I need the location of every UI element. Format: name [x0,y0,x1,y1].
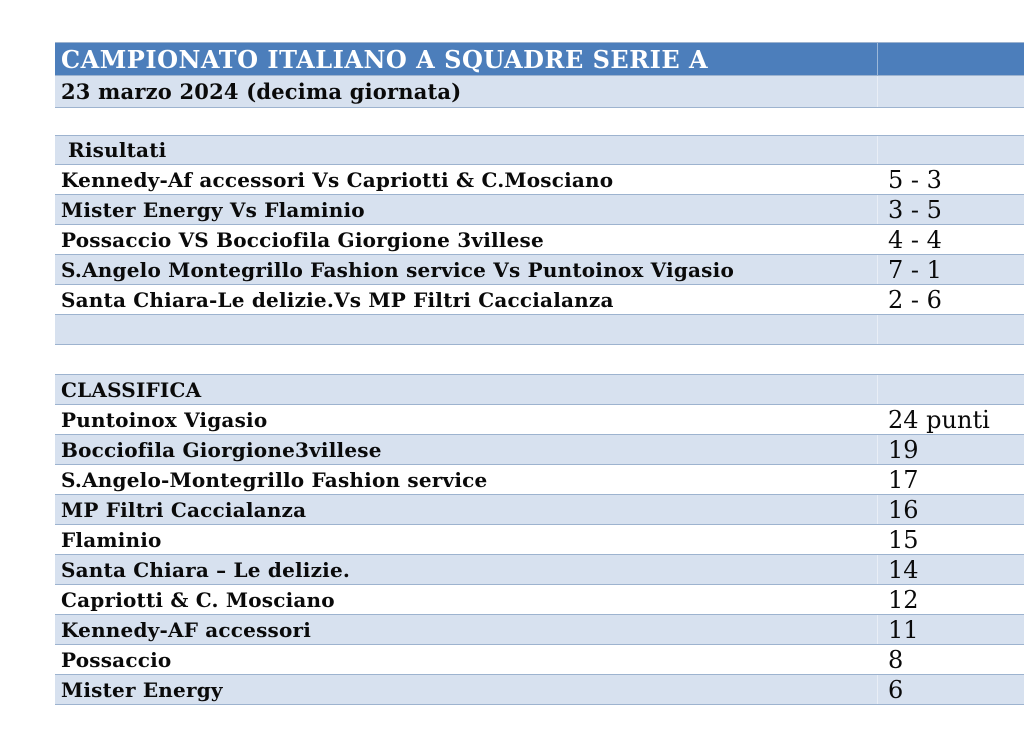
spacer-row [55,345,1024,375]
points-value: 17 [877,465,1024,494]
score-value: 7 - 1 [877,255,1024,284]
team-name: Capriotti & C. Mosciano [61,587,335,612]
score-value: 5 - 3 [877,165,1024,194]
spacer-row [55,315,1024,345]
result-row: S.Angelo Montegrillo Fashion service Vs … [55,255,1024,285]
date-empty-cell [877,76,1024,107]
fixture-label: Possaccio VS Bocciofila Giorgione 3ville… [61,227,544,252]
fixture-label: Santa Chiara-Le delizie.Vs MP Filtri Cac… [61,287,614,312]
standing-row: Flaminio 15 [55,525,1024,555]
score-value: 3 - 5 [877,195,1024,224]
score-value: 2 - 6 [877,285,1024,314]
fixture-label: S.Angelo Montegrillo Fashion service Vs … [61,257,734,282]
results-section-label: Risultati [68,138,167,162]
date-line: 23 marzo 2024 (decima giornata) [61,79,462,104]
fixture-label: Kennedy-Af accessori Vs Capriotti & C.Mo… [61,167,614,192]
standing-row: Kennedy-AF accessori 11 [55,615,1024,645]
team-name: Puntoinox Vigasio [61,407,268,432]
standing-row: Mister Energy 6 [55,675,1024,705]
standing-row: Bocciofila Giorgione3villese 19 [55,435,1024,465]
points-value: 11 [877,615,1024,644]
standing-row: Santa Chiara – Le delizie. 14 [55,555,1024,585]
team-name: MP Filtri Caccialanza [61,497,307,522]
spacer-row [55,108,1024,136]
standings-header-row: CLASSIFICA [55,375,1024,405]
table-title-empty-cell [877,43,1024,75]
points-value: 8 [877,645,1024,674]
team-name: Possaccio [61,647,172,672]
points-value: 16 [877,495,1024,524]
championship-table: CAMPIONATO ITALIANO A SQUADRE SERIE A 23… [55,42,1024,705]
standing-row: S.Angelo-Montegrillo Fashion service 17 [55,465,1024,495]
points-value: 12 [877,585,1024,614]
results-header-row: Risultati [55,136,1024,165]
team-name: Flaminio [61,527,162,552]
table-title: CAMPIONATO ITALIANO A SQUADRE SERIE A [61,44,709,74]
points-value: 6 [877,675,1024,704]
standing-row: Possaccio 8 [55,645,1024,675]
points-value: 14 [877,555,1024,584]
standing-row: Capriotti & C. Mosciano 12 [55,585,1024,615]
team-name: S.Angelo-Montegrillo Fashion service [61,467,488,492]
points-value: 15 [877,525,1024,554]
standing-row: Puntoinox Vigasio 24 punti [55,405,1024,435]
result-row: Santa Chiara-Le delizie.Vs MP Filtri Cac… [55,285,1024,315]
result-row: Kennedy-Af accessori Vs Capriotti & C.Mo… [55,165,1024,195]
result-row: Mister Energy Vs Flaminio 3 - 5 [55,195,1024,225]
score-value: 4 - 4 [877,225,1024,254]
standing-row: MP Filtri Caccialanza 16 [55,495,1024,525]
date-row: 23 marzo 2024 (decima giornata) [55,76,1024,108]
fixture-label: Mister Energy Vs Flaminio [61,197,365,222]
result-row: Possaccio VS Bocciofila Giorgione 3ville… [55,225,1024,255]
team-name: Bocciofila Giorgione3villese [61,437,382,462]
team-name: Kennedy-AF accessori [61,617,312,642]
points-value: 19 [877,435,1024,464]
team-name: Santa Chiara – Le delizie. [61,557,351,582]
points-value: 24 punti [877,405,1024,434]
standings-section-label: CLASSIFICA [61,377,202,402]
table-title-row: CAMPIONATO ITALIANO A SQUADRE SERIE A [55,43,1024,76]
team-name: Mister Energy [61,677,223,702]
